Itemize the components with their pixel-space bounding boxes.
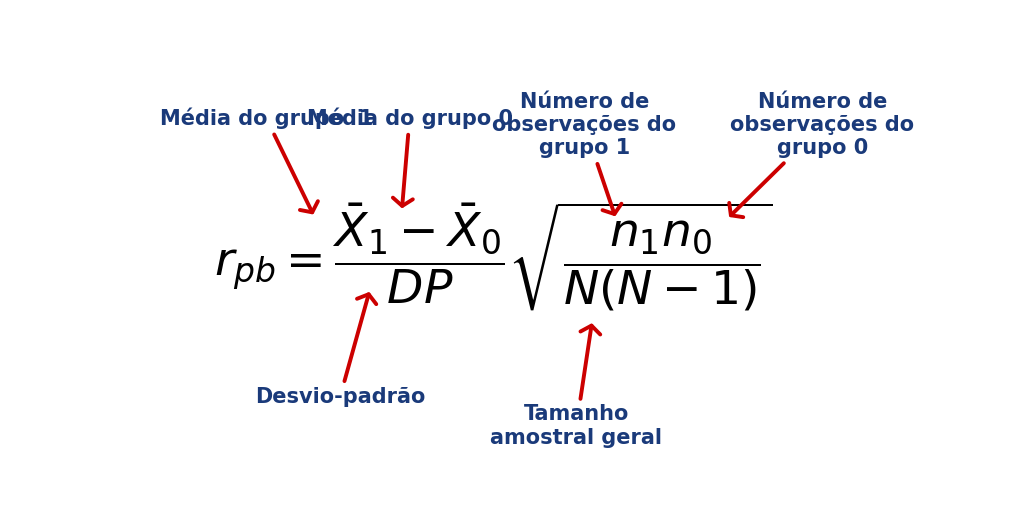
Text: Número de
observações do
grupo 1: Número de observações do grupo 1 bbox=[493, 92, 677, 214]
Text: Desvio-padrão: Desvio-padrão bbox=[255, 294, 425, 407]
Text: Média do grupo 0: Média do grupo 0 bbox=[306, 107, 513, 206]
Text: Tamanho
amostral geral: Tamanho amostral geral bbox=[490, 325, 663, 448]
Text: Número de
observações do
grupo 0: Número de observações do grupo 0 bbox=[729, 92, 914, 217]
Text: Média do grupo  1: Média do grupo 1 bbox=[160, 107, 373, 212]
Text: $r_{pb} = \dfrac{\bar{X}_1 - \bar{X}_0}{DP}\sqrt{\dfrac{n_1 n_0}{N(N-1)}}$: $r_{pb} = \dfrac{\bar{X}_1 - \bar{X}_0}{… bbox=[214, 200, 772, 312]
